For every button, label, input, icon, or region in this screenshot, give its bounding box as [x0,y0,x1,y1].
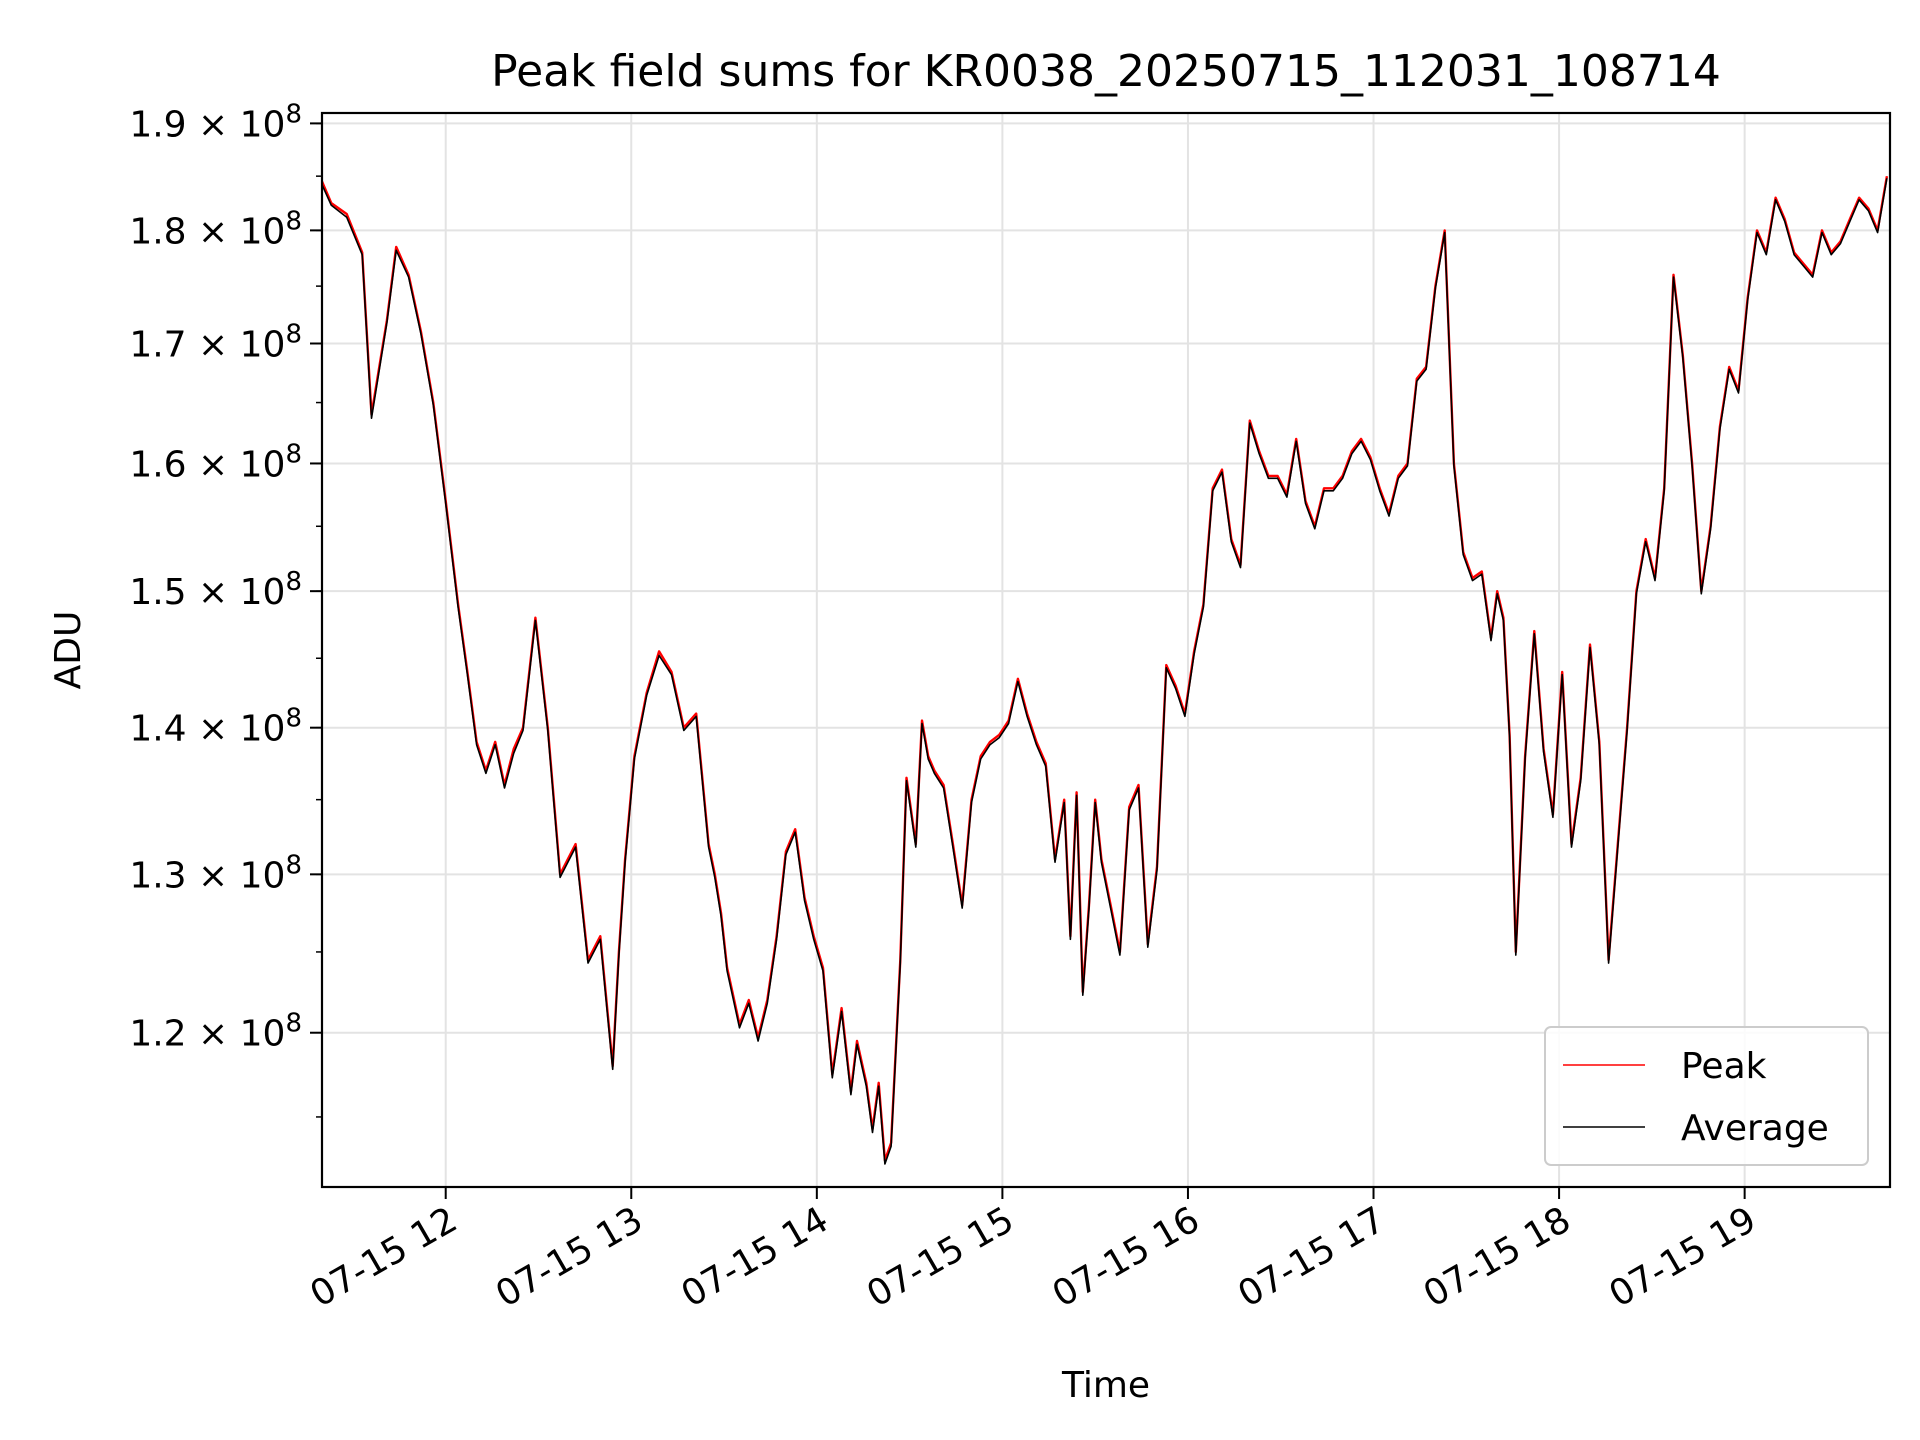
legend-label-peak: Peak [1681,1046,1767,1087]
y-tick-label: 1.5 × 108 [129,567,302,613]
series-line-average [321,178,1888,1165]
chart-title: Peak field sums for KR0038_20250715_1120… [491,46,1721,97]
legend: Peak Average [1544,1026,1869,1166]
grid [322,113,1890,1187]
x-axis-label: Time [1061,1365,1150,1406]
legend-label-average: Average [1681,1108,1829,1149]
y-tick-label: 1.3 × 108 [129,850,302,896]
series-layer [320,175,1889,1165]
y-axis-label: ADU [48,611,89,690]
y-tick-label: 1.9 × 108 [129,99,302,145]
y-tick-label: 1.7 × 108 [129,319,302,365]
y-tick-label: 1.8 × 108 [129,206,302,252]
y-tick-label: 1.4 × 108 [129,704,302,750]
y-tick-label: 1.6 × 108 [129,439,302,485]
y-tick-label: 1.2 × 108 [129,1009,302,1055]
plot-frame [320,111,1892,1189]
legend-box [1544,1026,1869,1166]
